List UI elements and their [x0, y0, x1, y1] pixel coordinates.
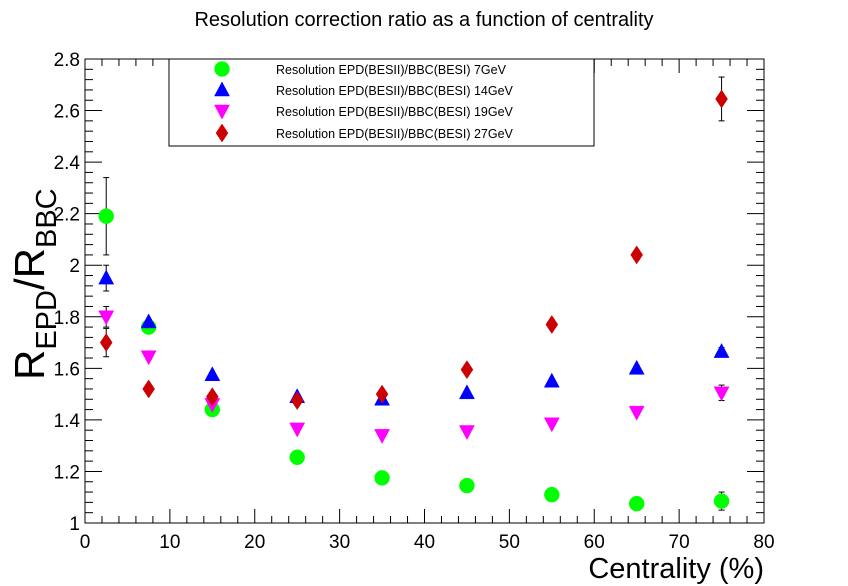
- x-tick-label: 80: [753, 532, 774, 553]
- data-point-series-3: [140, 350, 157, 366]
- y-label-r1: R: [6, 350, 53, 380]
- y-axis-ticks: [85, 58, 764, 524]
- y-tick-label: 2.2: [54, 205, 80, 226]
- data-point-series-4: [630, 245, 643, 265]
- y-tick-label: 1.2: [54, 462, 80, 483]
- data-point-series-4: [142, 379, 155, 399]
- data-point-series-3: [543, 417, 560, 433]
- y-tick-label: 2.8: [54, 50, 80, 71]
- data-point-series-2: [543, 372, 560, 388]
- legend-marker-2: [214, 81, 230, 97]
- x-axis-label: Centrality (%): [588, 553, 764, 585]
- data-point-series-2: [459, 384, 475, 400]
- legend: Resolution EPD(BESII)/BBC(BESI) 7GeV Reso…: [168, 58, 595, 147]
- y-tick-label: 2.4: [54, 153, 81, 174]
- y-tick-label: 1.8: [54, 308, 80, 329]
- x-tick-label: 50: [499, 532, 520, 553]
- data-point-series-3: [289, 422, 306, 438]
- y-tick-label: 2: [69, 256, 80, 277]
- data-point-series-4: [545, 315, 559, 334]
- data-point-series-2: [140, 313, 157, 329]
- data-point-series-1: [98, 208, 114, 224]
- x-tick-label: 40: [414, 532, 435, 553]
- legend-label-2: Resolution EPD(BESII)/BBC(BESI) 14GeV: [276, 84, 514, 98]
- data-point-series-4: [715, 89, 728, 109]
- data-point-series-2: [98, 269, 115, 285]
- data-point-series-1: [713, 493, 730, 509]
- data-point-series-1: [289, 449, 305, 466]
- data-point-series-2: [628, 359, 645, 375]
- data-point-series-1: [459, 477, 475, 494]
- data-point-series-3: [628, 405, 645, 421]
- data-point-series-1: [544, 486, 560, 503]
- x-tick-label: 70: [669, 532, 690, 553]
- x-tick-label: 30: [329, 532, 350, 553]
- data-point-series-4: [460, 360, 474, 380]
- legend-marker-1: [214, 61, 230, 77]
- data-point-series-1: [374, 470, 390, 486]
- y-label-sub1: EPD: [31, 290, 63, 350]
- y-label-slash: /: [6, 278, 53, 290]
- data-point-series-4: [206, 387, 219, 407]
- data-point-series-2: [713, 343, 730, 358]
- y-label-sub2: BBC: [31, 188, 63, 248]
- data-point-series-4: [375, 384, 389, 404]
- legend-box: [168, 58, 595, 147]
- data-point-series-4: [290, 391, 304, 411]
- y-tick-label: 1.6: [54, 359, 80, 380]
- legend-marker-3: [214, 104, 230, 120]
- data-point-series-4: [99, 333, 113, 353]
- data-point-series-1: [628, 495, 645, 512]
- x-tick-label: 60: [584, 532, 605, 553]
- legend-label-1: Resolution EPD(BESII)/BBC(BESI) 7GeV: [276, 63, 507, 77]
- legend-label-3: Resolution EPD(BESII)/BBC(BESI) 19GeV: [276, 105, 514, 119]
- legend-marker-4: [215, 123, 229, 143]
- x-tick-label: 10: [159, 532, 180, 553]
- chart-title: Resolution correction ratio as a functio…: [194, 9, 653, 31]
- data-markers: [98, 89, 730, 512]
- x-axis-tick-labels: 0 10 20 30 40 50 60 70 80: [80, 532, 775, 553]
- data-point-series-3: [374, 429, 390, 444]
- x-tick-label: 20: [244, 532, 265, 553]
- y-tick-label: 1: [69, 514, 80, 535]
- data-point-series-2: [204, 366, 221, 382]
- y-axis-label: REPD/RBBC: [6, 188, 63, 380]
- y-label-r2: R: [6, 248, 53, 278]
- y-axis-tick-labels: 1 1.2 1.4 1.6 1.8 2 2.2 2.4 2.6 2.8: [54, 50, 81, 535]
- legend-items: Resolution EPD(BESII)/BBC(BESI) 7GeV Reso…: [214, 61, 514, 143]
- data-point-series-3: [459, 425, 475, 441]
- y-tick-label: 1.4: [54, 411, 81, 432]
- data-point-series-3: [98, 310, 115, 326]
- data-point-series-3: [713, 386, 730, 402]
- legend-label-4: Resolution EPD(BESII)/BBC(BESI) 27GeV: [276, 127, 514, 141]
- y-tick-label: 2.6: [54, 102, 80, 123]
- x-tick-label: 0: [80, 532, 91, 553]
